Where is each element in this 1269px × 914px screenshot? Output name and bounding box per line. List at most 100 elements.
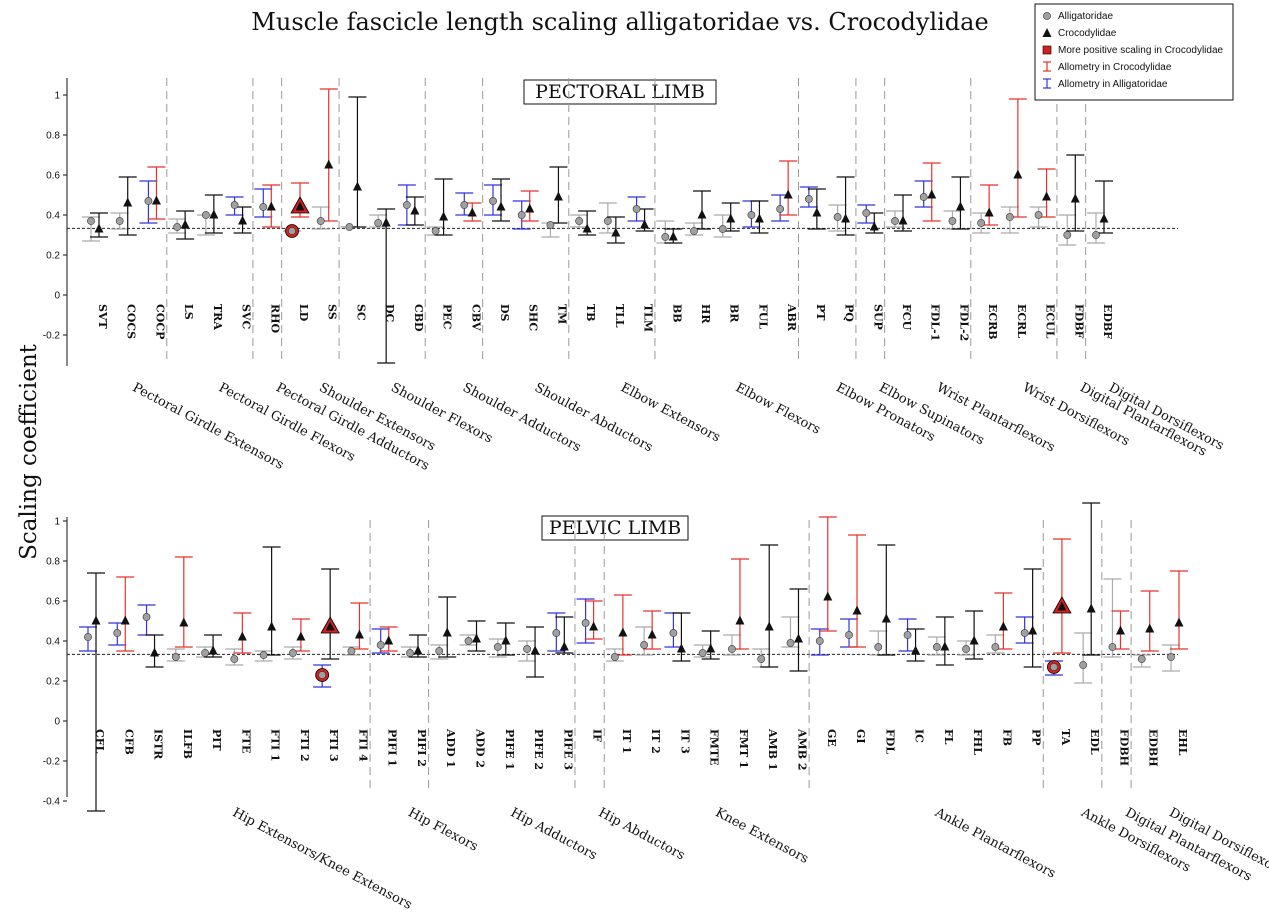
muscle-it-3: IT 3 [664, 613, 691, 754]
allig-point-br [719, 225, 726, 232]
muscle-label-br: BR [728, 304, 741, 323]
allig-point-cbv [461, 201, 468, 208]
allig-point-if [582, 619, 589, 626]
group-label-knee-extensors: Knee Extensors [713, 805, 811, 867]
panel-label: PECTORAL LIMB [535, 81, 705, 103]
muscle-bb: BB [656, 221, 683, 323]
muscle-label-istr: ISTR [152, 729, 165, 760]
croc-errorbar-it-1 [614, 595, 632, 655]
allig-point-amb-1 [758, 655, 765, 662]
muscle-rho: RHO [254, 185, 281, 334]
muscle-label-cocs: COCS [125, 304, 138, 339]
muscle-fdbh: FDBH [1103, 579, 1130, 766]
allig-point-fti-1 [260, 651, 267, 658]
muscle-fti-3: FTI 3 [313, 569, 340, 762]
croc-point-ds [497, 202, 506, 211]
allig-point-pife-3 [553, 629, 560, 636]
muscle-label-tm: TM [555, 304, 568, 324]
muscle-fte: FTE [225, 613, 252, 753]
muscle-label-ecrl: ECRL [1015, 304, 1028, 338]
muscle-cbd: CBD [398, 185, 425, 332]
croc-errorbar-sc [348, 97, 366, 227]
croc-point-pife-1 [501, 636, 510, 645]
allig-point-pifi-2 [406, 649, 413, 656]
allig-point-pp [1021, 629, 1028, 636]
muscle-ic: IC [899, 619, 926, 743]
croc-point-dc [382, 218, 391, 227]
croc-point-cfb [121, 616, 130, 625]
croc-point-tm [554, 192, 563, 201]
croc-errorbar-it-3 [672, 613, 690, 661]
muscle-label-ss: SS [326, 304, 339, 320]
y-tick-label: 1 [54, 517, 60, 528]
croc-point-fcu [899, 216, 908, 225]
allig-point-pt [805, 195, 812, 202]
muscle-label-fhl: FHL [971, 729, 984, 755]
muscle-label-tll: TLL [613, 304, 626, 328]
muscle-label-pp: PP [1030, 729, 1043, 746]
legend: AlligatoridaeCrocodylidaeMore positive s… [1035, 4, 1233, 100]
muscle-label-pq: PQ [843, 304, 856, 322]
muscle-label-pifi-1: PIFI 1 [386, 729, 399, 767]
muscle-pq: PQ [829, 177, 856, 322]
muscle-label-edbh: EDBH [1147, 729, 1160, 767]
allig-point-ecrb [978, 219, 985, 226]
muscle-label-pec: PEC [441, 304, 454, 330]
muscle-ful: FUL [742, 201, 769, 329]
muscle-hr: HR [685, 191, 712, 324]
muscle-fti-2: FTI 2 [284, 619, 311, 762]
allig-point-gi [845, 631, 852, 638]
group-label-hip-abductors: Hip Abductors [596, 805, 687, 863]
croc-errorbar-ta [1053, 539, 1071, 653]
allig-point-ecul [1035, 211, 1042, 218]
y-tick-label: 0.2 [46, 677, 60, 688]
muscle-label-fdbf: FDBF [1072, 304, 1085, 339]
group-label-hip-extensors-knee-extensors: Hip Extensors/Knee Extensors [230, 805, 414, 913]
muscle-label-bb: BB [670, 304, 683, 323]
croc-point-hr [698, 210, 707, 219]
group-label-pectoral-girdle-extensors: Pectoral Girdle Extensors [130, 380, 286, 473]
muscle-ehl: EHL [1162, 571, 1189, 756]
allig-point-add-1 [436, 647, 443, 654]
group-label-ankle-plantarflexors: Ankle Plantarflexors [931, 805, 1057, 882]
muscle-fmt-1: FMT 1 [723, 559, 750, 769]
legend-label: Allometry in Crocodylidae [1058, 62, 1172, 73]
croc-errorbar-edbf [1095, 181, 1113, 233]
muscle-label-ecul: ECUL [1044, 304, 1057, 339]
muscle-ecrl: ECRL [1001, 99, 1028, 338]
muscle-pifi-1: PIFI 1 [372, 627, 399, 767]
croc-point-fti-1 [267, 622, 276, 631]
group-label-shoulder-adductors: Shoulder Adductors [460, 380, 583, 455]
croc-errorbar-pq [837, 177, 855, 235]
croc-point-cbv [468, 208, 477, 217]
allig-point-add-2 [465, 637, 472, 644]
muscle-label-fdl-2: FDL-2 [957, 304, 970, 341]
muscle-label-ehl: EHL [1176, 729, 1189, 756]
muscle-ld: LD [283, 183, 310, 322]
legend-label: Allometry in Alligatoridae [1058, 79, 1168, 90]
allig-point-fdl-2 [949, 217, 956, 224]
allig-point-abr [777, 205, 784, 212]
croc-point-fmt-1 [735, 616, 744, 625]
croc-errorbar-edbh [1141, 591, 1159, 651]
allig-errorbar-fdbf [1058, 215, 1076, 245]
muscle-label-fdl: FDL [883, 729, 896, 754]
croc-point-amb-1 [765, 622, 774, 631]
croc-point-fte [238, 632, 247, 641]
muscle-pife-2: PIFE 2 [518, 627, 545, 770]
muscle-label-amb-2: AMB 2 [795, 728, 808, 771]
muscle-tlm: TLM [628, 197, 655, 332]
panel-label: PELVIC LIMB [549, 517, 681, 539]
allig-point-fdbf [1064, 231, 1071, 238]
allig-point-rho [260, 203, 267, 210]
muscle-label-it-2: IT 2 [649, 729, 662, 754]
muscle-pec: PEC [427, 179, 454, 330]
muscle-label-fti-2: FTI 2 [298, 729, 311, 762]
muscle-label-ful: FUL [756, 304, 769, 329]
muscle-ta: TA [1045, 539, 1072, 746]
croc-point-amb-2 [794, 634, 803, 643]
croc-errorbar-ss [320, 89, 338, 221]
legend-label: Alligatoridae [1058, 11, 1113, 22]
muscle-label-fcu: FCU [900, 304, 913, 331]
allig-errorbar-fdl [869, 631, 887, 655]
